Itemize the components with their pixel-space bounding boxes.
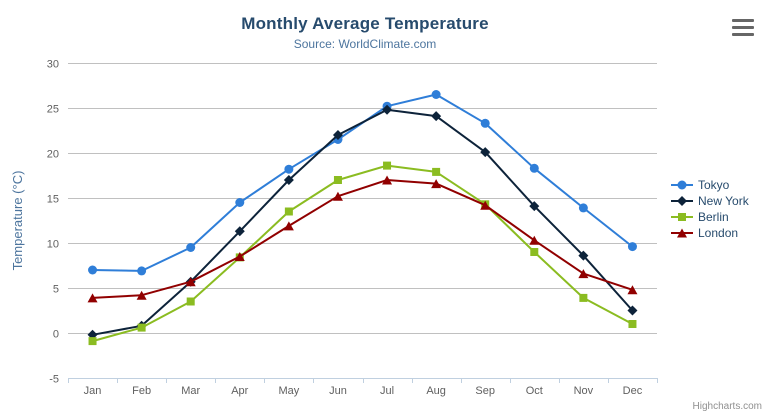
diamond-marker <box>578 250 589 261</box>
triangle-marker <box>627 285 638 295</box>
hamburger-menu-icon <box>732 19 754 22</box>
circle-marker <box>677 180 687 190</box>
square-marker <box>284 207 293 216</box>
legend-item-new-york[interactable]: New York <box>671 193 749 209</box>
hamburger-menu-icon <box>732 33 754 36</box>
x-axis-tick-label: Mar <box>181 385 200 397</box>
triangle-marker <box>480 200 491 210</box>
square-marker <box>628 320 637 328</box>
diamond-marker <box>234 226 245 237</box>
y-axis-tick-label: -5 <box>49 374 59 386</box>
triangle-marker <box>185 277 196 287</box>
triangle-marker <box>136 290 147 300</box>
x-axis-tick-label: Jun <box>329 385 347 397</box>
circle-legend-marker-icon <box>671 180 693 190</box>
legend-label: Tokyo <box>698 178 730 192</box>
y-axis-title: Temperature (°C) <box>10 171 25 271</box>
circle-marker <box>480 118 490 128</box>
diamond-marker <box>431 111 442 122</box>
square-marker <box>383 161 392 170</box>
x-axis-tick-label: May <box>278 385 299 397</box>
diamond-marker <box>529 201 540 212</box>
triangle-marker <box>332 191 343 201</box>
chart-subtitle: Source: WorldClimate.com <box>293 37 437 51</box>
triangle-legend-marker-icon <box>671 228 693 238</box>
circle-marker <box>529 163 539 173</box>
square-marker <box>186 297 195 306</box>
series-line <box>91 108 634 336</box>
diamond-marker <box>480 147 491 158</box>
x-axis-tick-label: Dec <box>623 385 643 397</box>
square-marker <box>88 337 97 346</box>
legend-item-berlin[interactable]: Berlin <box>671 209 749 225</box>
triangle-marker <box>234 252 245 261</box>
diamond-marker <box>332 130 343 140</box>
series-line <box>91 179 634 299</box>
legend-label: New York <box>698 194 749 208</box>
square-legend-marker-icon <box>671 213 693 221</box>
square-marker <box>678 213 686 221</box>
y-axis-tick-label: 5 <box>53 284 59 296</box>
series-line <box>91 93 634 272</box>
circle-marker <box>88 265 98 275</box>
triangle-marker <box>382 175 393 185</box>
square-marker <box>579 293 588 302</box>
legend-item-london[interactable]: London <box>671 225 749 241</box>
series-tokyo <box>88 90 637 276</box>
y-axis-tick-label: 20 <box>47 149 59 161</box>
diamond-marker <box>283 175 294 185</box>
x-axis-tick-label: Apr <box>231 385 248 397</box>
diamond-marker <box>677 196 687 206</box>
series-london <box>87 175 638 303</box>
export-menu-button[interactable] <box>732 18 756 37</box>
square-marker <box>530 248 539 256</box>
x-axis-tick-label: Jul <box>380 385 394 397</box>
circle-marker <box>186 243 196 252</box>
chart-legend: Tokyo New York Berlin London <box>671 177 749 241</box>
y-axis-tick-label: 10 <box>47 239 59 251</box>
triangle-marker <box>283 221 294 231</box>
triangle-marker <box>529 235 540 245</box>
legend-label: Berlin <box>698 210 729 224</box>
circle-marker <box>627 242 637 252</box>
x-axis-tick-label: Jan <box>84 385 102 397</box>
hamburger-menu-icon <box>732 26 754 29</box>
circle-marker <box>578 203 588 213</box>
legend-label: London <box>698 226 739 240</box>
x-axis-tick-label: Nov <box>574 385 594 397</box>
square-marker <box>137 323 146 332</box>
triangle-marker <box>431 179 442 189</box>
x-axis-tick-label: Sep <box>475 385 495 397</box>
x-axis-tick-label: Aug <box>426 385 446 397</box>
y-axis-tick-label: 25 <box>47 104 59 116</box>
series-line <box>91 164 634 343</box>
triangle-marker <box>578 269 589 279</box>
circle-marker <box>431 90 441 99</box>
square-marker <box>333 176 342 184</box>
circle-marker <box>284 164 294 174</box>
highcharts-credits-link[interactable]: Highcharts.com <box>692 401 762 412</box>
diamond-legend-marker-icon <box>671 196 693 206</box>
y-axis-tick-label: 30 <box>47 59 59 71</box>
triangle-marker <box>677 228 687 238</box>
diamond-marker <box>382 104 393 115</box>
y-axis-tick-label: 0 <box>53 329 59 341</box>
square-marker <box>432 167 441 176</box>
chart-title: Monthly Average Temperature <box>241 14 489 33</box>
x-axis-tick-label: Feb <box>132 385 151 397</box>
diamond-marker <box>627 305 638 316</box>
legend-item-tokyo[interactable]: Tokyo <box>671 177 749 193</box>
triangle-marker <box>87 293 98 303</box>
circle-marker <box>235 198 245 207</box>
series-new-york <box>87 104 638 340</box>
circle-marker <box>137 266 147 276</box>
y-axis-tick-label: 15 <box>47 194 59 206</box>
x-axis-tick-label: Oct <box>526 385 543 397</box>
